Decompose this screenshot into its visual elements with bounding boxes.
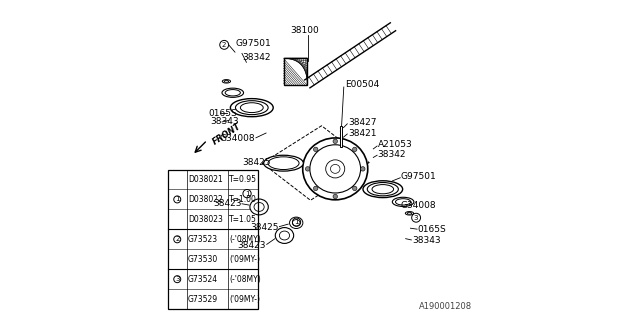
Ellipse shape <box>289 217 303 228</box>
Ellipse shape <box>222 80 230 83</box>
Ellipse shape <box>241 103 263 113</box>
Bar <box>340 126 342 147</box>
Text: 1: 1 <box>244 191 250 196</box>
Ellipse shape <box>222 88 244 97</box>
Text: ('09MY-): ('09MY-) <box>229 295 260 304</box>
Ellipse shape <box>264 155 303 171</box>
Text: 38342: 38342 <box>378 150 406 159</box>
Text: ('09MY-): ('09MY-) <box>229 255 260 264</box>
Text: A21053: A21053 <box>378 140 413 149</box>
Text: 3: 3 <box>175 276 179 282</box>
Text: (-'08MY): (-'08MY) <box>229 235 261 244</box>
Text: 38427: 38427 <box>348 118 376 127</box>
Text: FRONT: FRONT <box>211 122 243 147</box>
Text: 2: 2 <box>175 236 179 242</box>
Text: 38343: 38343 <box>412 236 440 245</box>
Text: G34008: G34008 <box>401 201 436 210</box>
Text: G97501: G97501 <box>401 172 436 181</box>
Bar <box>284 59 307 85</box>
Text: 38343: 38343 <box>211 117 239 126</box>
Text: G73523: G73523 <box>188 235 218 244</box>
Text: A190001208: A190001208 <box>419 302 472 311</box>
Ellipse shape <box>392 197 414 206</box>
Text: D038023: D038023 <box>188 215 223 224</box>
Text: D038021: D038021 <box>188 175 223 184</box>
Text: G73530: G73530 <box>188 255 218 264</box>
Ellipse shape <box>367 182 398 196</box>
Text: 38425: 38425 <box>243 158 271 167</box>
Text: E00504: E00504 <box>345 80 379 89</box>
Circle shape <box>360 167 365 171</box>
Text: (-'08MY): (-'08MY) <box>229 275 261 284</box>
Text: T=0.95: T=0.95 <box>229 175 257 184</box>
Ellipse shape <box>372 185 394 194</box>
Ellipse shape <box>230 99 273 117</box>
Text: 1: 1 <box>175 196 179 203</box>
Circle shape <box>353 147 357 152</box>
Ellipse shape <box>280 231 289 240</box>
Ellipse shape <box>268 157 299 170</box>
Ellipse shape <box>330 164 340 173</box>
Text: 38423: 38423 <box>237 241 266 250</box>
Text: 3: 3 <box>414 215 419 221</box>
Circle shape <box>353 186 357 191</box>
Ellipse shape <box>224 80 228 82</box>
Ellipse shape <box>326 160 345 178</box>
Text: G97501: G97501 <box>236 39 271 48</box>
Circle shape <box>314 186 318 191</box>
Text: T=1.05: T=1.05 <box>229 215 257 224</box>
Ellipse shape <box>292 220 300 226</box>
Ellipse shape <box>250 199 268 215</box>
Text: 38423: 38423 <box>213 199 241 208</box>
Text: G73524: G73524 <box>188 275 218 284</box>
Text: 0165S: 0165S <box>208 108 237 117</box>
Circle shape <box>314 147 318 152</box>
Circle shape <box>333 139 337 143</box>
Ellipse shape <box>225 90 241 96</box>
Ellipse shape <box>303 138 368 200</box>
Bar <box>168 170 258 309</box>
Text: 0165S: 0165S <box>418 225 447 234</box>
Text: D038022: D038022 <box>188 195 223 204</box>
Text: T=1.00: T=1.00 <box>229 195 257 204</box>
Ellipse shape <box>396 199 411 205</box>
Ellipse shape <box>407 212 412 214</box>
Ellipse shape <box>275 228 294 244</box>
Text: 38421: 38421 <box>348 129 376 138</box>
Ellipse shape <box>310 145 360 193</box>
Text: G34008: G34008 <box>220 134 255 143</box>
Ellipse shape <box>236 101 268 115</box>
Text: 38100: 38100 <box>291 26 319 35</box>
Text: 2: 2 <box>222 42 227 48</box>
Circle shape <box>305 167 310 171</box>
Ellipse shape <box>405 212 413 215</box>
Text: G73529: G73529 <box>188 295 218 304</box>
Text: 38342: 38342 <box>243 53 271 62</box>
Ellipse shape <box>363 181 403 197</box>
Text: 38425: 38425 <box>250 223 279 232</box>
Text: 1: 1 <box>294 219 299 225</box>
Circle shape <box>333 194 337 199</box>
Ellipse shape <box>254 203 264 212</box>
